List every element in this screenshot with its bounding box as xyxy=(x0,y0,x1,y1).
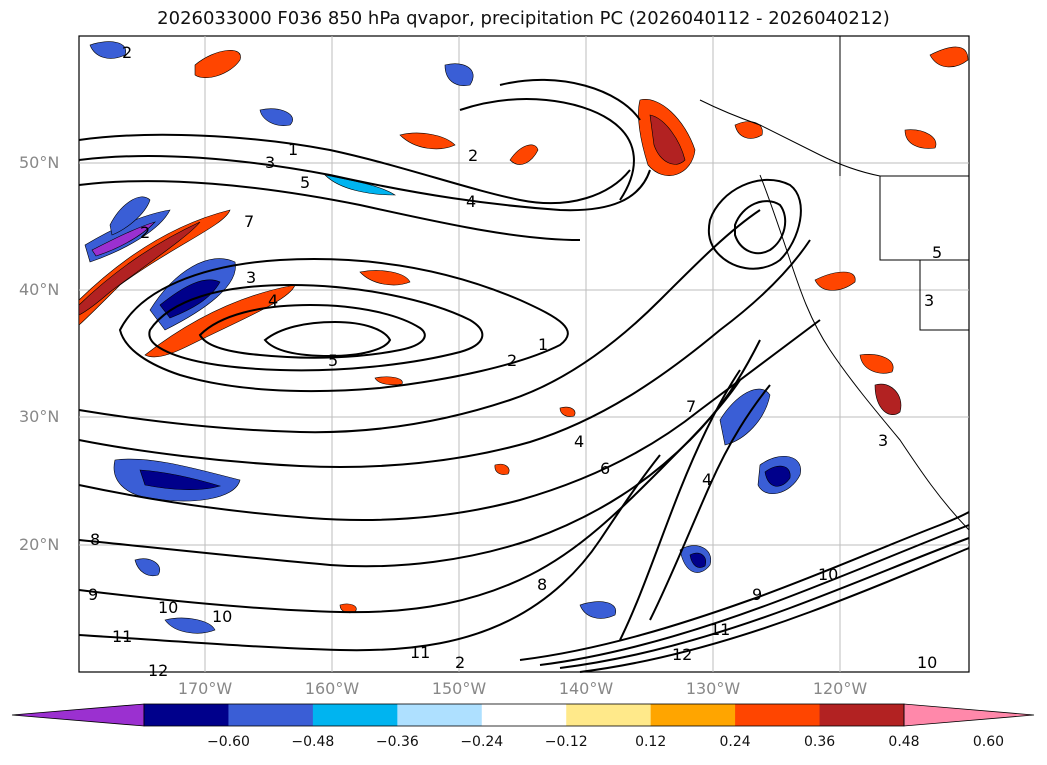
lon-label: 140°W xyxy=(558,679,614,698)
contour-label: 10 xyxy=(818,565,838,584)
lon-label: 120°W xyxy=(812,679,868,698)
contour-label: 8 xyxy=(537,575,547,594)
contour-label: 1 xyxy=(538,335,548,354)
colorbar-tick-label: −0.12 xyxy=(544,734,588,750)
contour-label: 2 xyxy=(455,653,465,672)
colorbar-tick-label: −0.36 xyxy=(375,734,419,750)
contour-label: 8 xyxy=(90,530,100,549)
contour-label: 5 xyxy=(300,173,310,192)
lat-label: 30°N xyxy=(19,407,60,426)
contour-label: 6 xyxy=(600,459,610,478)
contour-label: 5 xyxy=(328,351,338,370)
colorbar-tick-label: 0.12 xyxy=(635,734,667,750)
lat-label: 50°N xyxy=(19,153,60,172)
colorbar-extend-low xyxy=(11,703,145,727)
contour-label: 1 xyxy=(288,140,298,159)
colorbar-tick-label: −0.24 xyxy=(460,734,504,750)
colorbar-segment xyxy=(312,704,398,726)
qvapor-contours xyxy=(78,78,970,673)
colorbar-tick-label: 0.60 xyxy=(972,734,1005,750)
contour-label: 3 xyxy=(246,268,256,287)
contour-label: 3 xyxy=(265,153,275,172)
contour-label: 3 xyxy=(878,431,888,450)
map-frame xyxy=(78,35,970,673)
contour-labels: 2 1 3 5 4 2 2 7 3 4 5 2 1 4 6 7 8 9 10 1… xyxy=(88,43,942,680)
contour-label: 7 xyxy=(244,212,254,231)
contour-label: 4 xyxy=(702,470,712,489)
contour-label: 10 xyxy=(917,653,937,672)
contour-label: 4 xyxy=(268,291,278,310)
colorbar-tick-label: 0.36 xyxy=(803,734,836,750)
lat-label: 40°N xyxy=(19,280,60,299)
colorbar-tick-label: −0.48 xyxy=(291,734,335,750)
contour-label: 7 xyxy=(686,397,696,416)
contour-label: 9 xyxy=(752,585,762,604)
colorbar-border xyxy=(143,703,905,727)
contour-label: 11 xyxy=(112,627,132,646)
contour-label: 2 xyxy=(140,223,150,242)
colorbar-segment xyxy=(566,704,652,726)
colorbar xyxy=(11,703,1035,727)
map-title: 2026033000 F036 850 hPa qvapor, precipit… xyxy=(157,8,890,29)
contour-label: 12 xyxy=(672,645,692,664)
colorbar-extend-high xyxy=(903,703,1035,727)
lon-label: 170°W xyxy=(177,679,233,698)
lon-label: 130°W xyxy=(685,679,741,698)
negative-precip-patches xyxy=(84,41,801,634)
contour-label: 10 xyxy=(212,607,232,626)
contour-label: 12 xyxy=(148,661,168,680)
colorbar-segment xyxy=(735,704,821,726)
colorbar-segment xyxy=(144,704,229,726)
lat-label: 20°N xyxy=(19,535,60,554)
contour-label: 4 xyxy=(466,192,476,211)
colorbar-segment xyxy=(650,704,736,726)
colorbar-tick-label: −0.60 xyxy=(206,734,250,750)
contour-label: 2 xyxy=(122,43,132,62)
contour-label: 5 xyxy=(932,243,942,262)
colorbar-tick-label: 0.48 xyxy=(888,734,920,750)
contour-label: 4 xyxy=(574,432,584,451)
contour-label: 10 xyxy=(158,598,178,617)
colorbar-segment xyxy=(481,704,567,726)
contour-label: 11 xyxy=(710,620,730,639)
lon-label: 150°W xyxy=(431,679,487,698)
colorbar-segment xyxy=(819,704,905,726)
contour-label: 3 xyxy=(924,291,934,310)
contour-label: 9 xyxy=(88,585,98,604)
lon-label: 160°W xyxy=(304,679,360,698)
colorbar-segment xyxy=(228,704,314,726)
contour-label: 2 xyxy=(468,146,478,165)
contour-label: 2 xyxy=(507,351,517,370)
colorbar-tick-label: 0.24 xyxy=(719,734,751,750)
contour-label: 11 xyxy=(410,643,430,662)
colorbar-segment xyxy=(397,704,483,726)
gridlines xyxy=(79,36,969,672)
